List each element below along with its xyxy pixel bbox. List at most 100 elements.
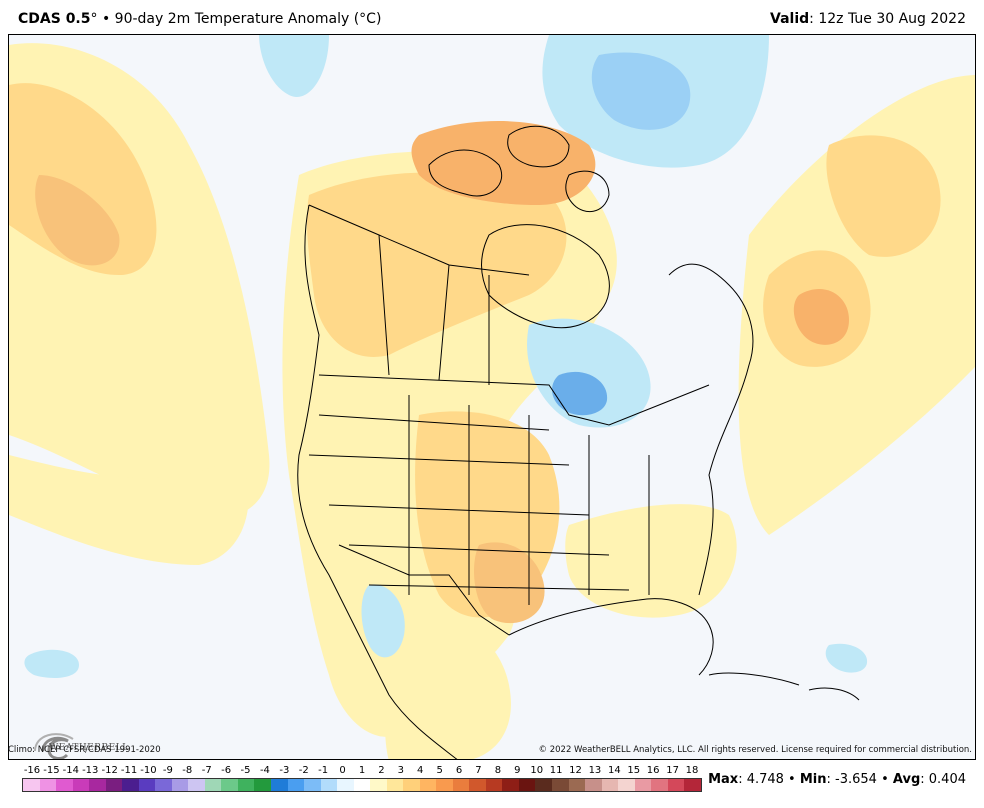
color-swatch bbox=[667, 779, 685, 791]
valid-value: : 12z Tue 30 Aug 2022 bbox=[809, 11, 966, 27]
color-scale-tick-label: -3 bbox=[279, 765, 290, 776]
model-name: CDAS 0.5 bbox=[18, 11, 91, 27]
color-swatch bbox=[56, 779, 73, 791]
color-swatch bbox=[585, 779, 602, 791]
color-scale-tick-label: 18 bbox=[685, 765, 699, 776]
min-value: : -3.654 bbox=[826, 772, 877, 787]
avg-label: Avg bbox=[892, 772, 921, 787]
logo-text: WEATHERBELL bbox=[49, 743, 129, 753]
color-scale-tick-label: 12 bbox=[569, 765, 582, 776]
atlantic-warm-core-2 bbox=[793, 289, 849, 345]
copyright-note: © 2022 WeatherBELL Analytics, LLC. All r… bbox=[538, 745, 972, 755]
stats-sep-1: • bbox=[783, 772, 800, 787]
color-scale-tick-label: 8 bbox=[494, 765, 502, 776]
stats-readout: Max: 4.748 • Min: -3.654 • Avg: 0.404 bbox=[708, 772, 966, 787]
pacific-cool-spot bbox=[24, 649, 79, 678]
texas-warm-core bbox=[474, 542, 545, 624]
color-scale-tick-label: -15 bbox=[43, 765, 60, 776]
color-swatch bbox=[386, 779, 404, 791]
color-swatch bbox=[370, 779, 387, 791]
color-scale-tick-label: 13 bbox=[588, 765, 602, 776]
gulf-coastline bbox=[508, 598, 714, 676]
us-state-lines bbox=[308, 395, 650, 605]
color-swatch bbox=[403, 779, 420, 791]
title-bullet: • bbox=[101, 11, 111, 27]
color-swatch bbox=[552, 779, 569, 791]
color-swatch bbox=[122, 779, 139, 791]
color-scale-tick-label: 14 bbox=[607, 765, 621, 776]
greenland-cool-core bbox=[591, 52, 691, 130]
color-scale-tick-label: 1 bbox=[358, 765, 366, 776]
color-swatch bbox=[23, 779, 40, 791]
color-swatch bbox=[469, 779, 486, 791]
color-scale-tick-label: -14 bbox=[62, 765, 79, 776]
pacific-warm-south bbox=[9, 455, 249, 565]
color-swatch bbox=[436, 779, 453, 791]
degree-symbol: ° bbox=[90, 11, 98, 27]
color-scale-tick-label: -7 bbox=[201, 765, 212, 776]
map-canvas bbox=[9, 35, 975, 759]
color-scale-tick-label: -13 bbox=[82, 765, 99, 776]
max-label: Max bbox=[708, 772, 739, 787]
color-scale-tick-label: -4 bbox=[259, 765, 270, 776]
southeast-warm bbox=[565, 504, 737, 618]
pacific-coastline bbox=[297, 204, 458, 759]
color-scale-tick-label: 3 bbox=[397, 765, 404, 776]
color-swatch bbox=[138, 779, 156, 791]
color-scale-tick-label: -12 bbox=[101, 765, 118, 776]
color-swatch bbox=[518, 779, 536, 791]
color-swatch bbox=[452, 779, 470, 791]
hudson-bay bbox=[481, 224, 610, 329]
us-mexico-border bbox=[338, 544, 510, 636]
color-swatch bbox=[535, 779, 552, 791]
color-swatch bbox=[485, 779, 503, 791]
color-scale-tick-label: 7 bbox=[475, 765, 482, 776]
climo-note: Climo: NCEP CFSR/CDAS 1991-2020 bbox=[8, 745, 161, 755]
logo-swirl-icon bbox=[34, 733, 74, 759]
color-scale-tick-label: 11 bbox=[549, 765, 563, 776]
arctic-cool-nw bbox=[259, 35, 329, 97]
color-scale-tick-label: 9 bbox=[514, 765, 521, 776]
great-lakes-cool-core bbox=[552, 371, 608, 416]
caribbean-cool-spot bbox=[825, 643, 868, 673]
color-swatch bbox=[618, 779, 635, 791]
canada-warm-core bbox=[306, 172, 567, 357]
stats-sep-2: • bbox=[876, 772, 893, 787]
color-scale-tick-label: 10 bbox=[530, 765, 544, 776]
anomaly-map: WEATHERBELL bbox=[8, 34, 976, 760]
color-swatch bbox=[171, 779, 189, 791]
color-swatch bbox=[568, 779, 586, 791]
color-scale-tick-label: 5 bbox=[436, 765, 443, 776]
color-scale-tick-label: -5 bbox=[240, 765, 251, 776]
title-text: 90-day 2m Temperature Anomaly (°C) bbox=[114, 11, 382, 27]
color-scale-tick-label: -16 bbox=[23, 765, 41, 776]
color-swatch bbox=[237, 779, 255, 791]
map-title: CDAS 0.5° • 90-day 2m Temperature Anomal… bbox=[18, 11, 381, 27]
pacific-warm-core-2 bbox=[35, 175, 120, 266]
valid-label: Valid bbox=[770, 11, 810, 27]
borders-layer bbox=[297, 125, 860, 759]
header: CDAS 0.5° • 90-day 2m Temperature Anomal… bbox=[0, 0, 984, 34]
color-scale-tick-label: -8 bbox=[182, 765, 193, 776]
color-swatch bbox=[337, 779, 354, 791]
color-scale-labels: -16 -15 -14 -13 -12 -11 -10 -9 -8 -7 -6 -5 -4 -3 -2 -1 0… bbox=[22, 765, 702, 777]
color-scale-tick-label: 2 bbox=[378, 765, 385, 776]
color-swatch bbox=[684, 779, 701, 791]
color-scale-tick-label: -6 bbox=[221, 765, 232, 776]
color-swatch bbox=[254, 779, 271, 791]
color-swatch bbox=[39, 779, 57, 791]
color-swatch bbox=[155, 779, 172, 791]
color-swatch bbox=[72, 779, 90, 791]
valid-time: Valid: 12z Tue 30 Aug 2022 bbox=[770, 11, 966, 27]
color-swatch bbox=[634, 779, 652, 791]
color-scale-tick-label: -2 bbox=[298, 765, 309, 776]
color-scale-tick-label: -10 bbox=[140, 765, 157, 776]
color-scale-bar bbox=[22, 778, 702, 792]
color-swatch bbox=[320, 779, 338, 791]
color-swatch bbox=[651, 779, 668, 791]
color-scale-tick-label: 4 bbox=[417, 765, 424, 776]
color-swatch bbox=[89, 779, 106, 791]
color-scale: -16 -15 -14 -13 -12 -11 -10 -9 -8 -7 -6 -5 -4 -3 -2 -1 0… bbox=[22, 765, 702, 793]
canada-provinces bbox=[308, 204, 530, 385]
color-swatch bbox=[353, 779, 371, 791]
